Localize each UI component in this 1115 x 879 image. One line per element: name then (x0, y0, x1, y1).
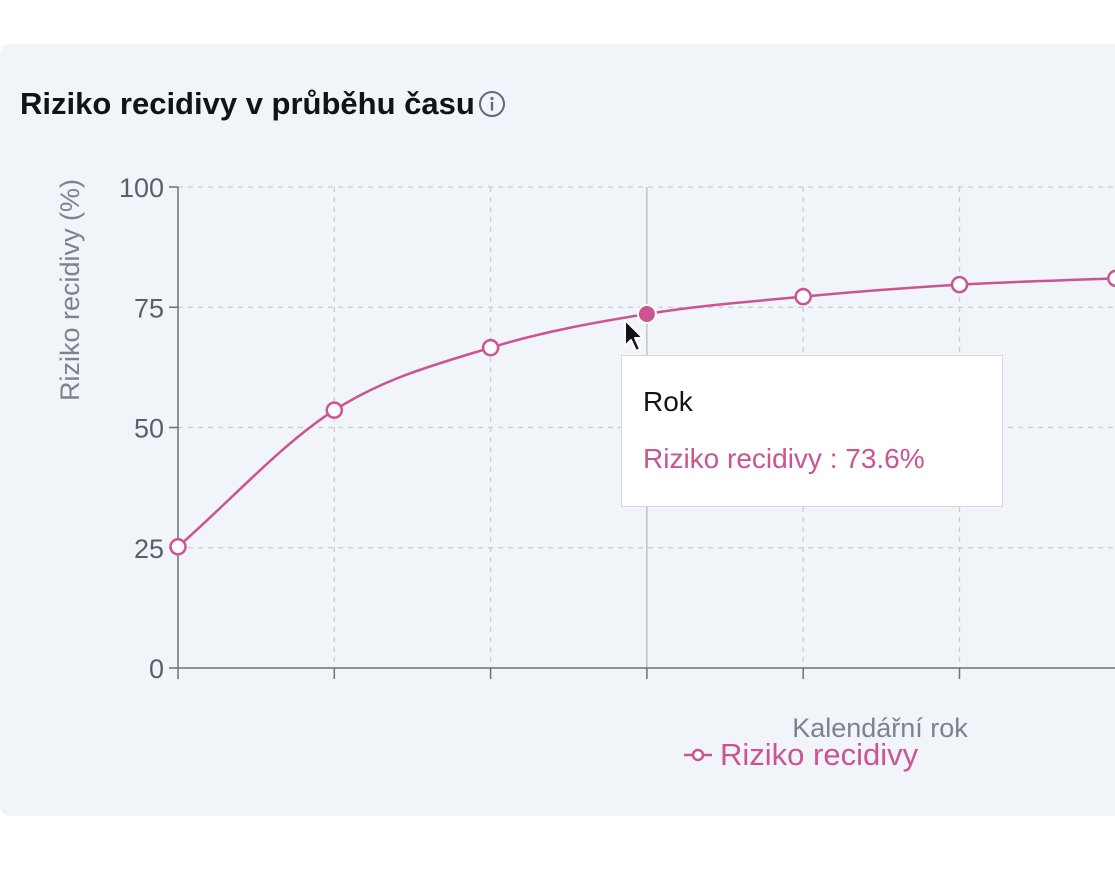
y-tick-label: 25 (134, 534, 164, 564)
y-axis-title: Riziko recidivy (%) (55, 179, 85, 401)
y-tick-label: 75 (134, 293, 164, 323)
mouse-pointer-icon (624, 319, 644, 352)
data-point (1107, 269, 1115, 288)
tooltip-title: Rok (643, 386, 693, 417)
chart-title: Riziko recidivy v průběhu času (20, 86, 475, 121)
legend[interactable]: Riziko recidivy (684, 737, 919, 772)
info-circle-icon[interactable] (477, 89, 507, 119)
y-tick-label: 0 (149, 654, 164, 684)
data-point (794, 287, 812, 306)
tooltip-value: Riziko recidivy : 73.6% (643, 443, 925, 474)
data-points (169, 269, 1115, 556)
card-header: Riziko recidivy v průběhu času (20, 84, 507, 124)
data-point (325, 401, 344, 419)
legend-point-marker (691, 748, 705, 762)
axes (169, 186, 1115, 679)
data-point (481, 338, 500, 357)
y-tick-label: 50 (134, 414, 164, 444)
chart-tooltip: Rok Riziko recidivy : 73.6% (621, 355, 1003, 507)
active-data-point (636, 303, 657, 324)
data-point (950, 275, 969, 294)
legend-label: Riziko recidivy (720, 737, 919, 772)
x-axis-title: Kalendářní rok (792, 713, 968, 743)
y-tick-label: 100 (119, 173, 164, 203)
y-tick-labels: 0 25 50 75 100 (119, 173, 164, 684)
data-point (169, 538, 187, 556)
